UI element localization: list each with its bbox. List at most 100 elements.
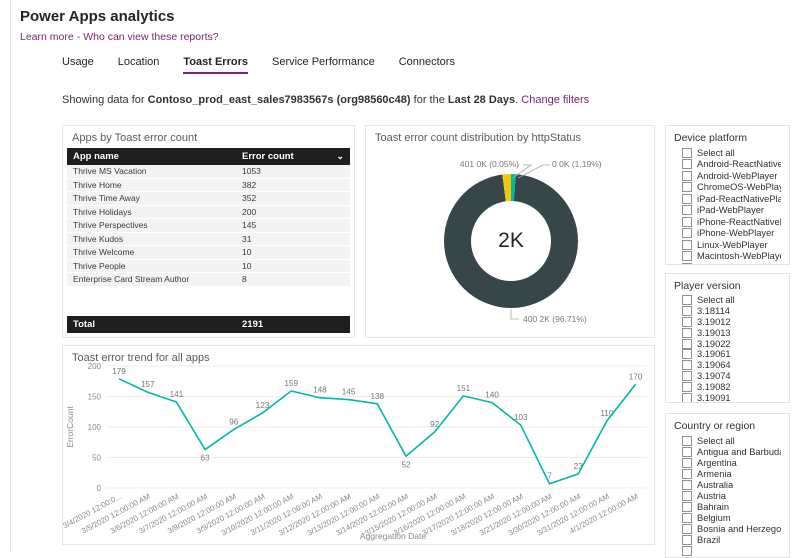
tab-toast-errors[interactable]: Toast Errors — [183, 56, 248, 74]
checkbox-icon[interactable] — [682, 240, 692, 250]
filter-checkbox-item-partial[interactable] — [674, 546, 781, 557]
checkbox-icon[interactable] — [682, 491, 692, 501]
filter-checkbox-item[interactable]: Macintosh-WebPlayer — [674, 251, 781, 263]
tab-usage[interactable]: Usage — [62, 56, 94, 74]
tab-service-performance[interactable]: Service Performance — [272, 56, 375, 74]
filter-checkbox-item[interactable]: Belgium — [674, 513, 781, 524]
checkbox-icon[interactable] — [682, 263, 692, 265]
filter-checkbox-item[interactable]: 3.19013 — [674, 327, 781, 338]
filter-checkbox-item[interactable]: iPad-WebPlayer — [674, 205, 781, 217]
filter-checkbox-item[interactable]: 3.19091 — [674, 392, 781, 403]
column-header-app-name[interactable]: App name — [73, 151, 242, 162]
checkbox-icon[interactable] — [682, 306, 692, 316]
filter-checkbox-item[interactable]: 3.19022 — [674, 338, 781, 349]
error-count-cell: 1053 — [242, 166, 344, 176]
checkbox-icon[interactable] — [682, 382, 692, 392]
filter-checkbox-item[interactable]: Australia — [674, 479, 781, 490]
filter-checkbox-item[interactable]: iPhone-WebPlayer — [674, 228, 781, 240]
column-header-error-count[interactable]: Error count — [242, 151, 332, 162]
filter-checkbox-item[interactable]: iPhone-ReactNativePlayer — [674, 216, 781, 228]
checkbox-icon[interactable] — [682, 217, 692, 227]
filter-checkbox-item[interactable]: Brazil — [674, 535, 781, 546]
checkbox-icon[interactable] — [682, 502, 692, 512]
checkbox-icon[interactable] — [682, 513, 692, 523]
checkbox-icon[interactable] — [682, 360, 692, 370]
checkbox-icon[interactable] — [682, 171, 692, 181]
filter-checkbox-item[interactable]: 3.19061 — [674, 349, 781, 360]
donut-center: 2K — [471, 201, 551, 281]
checkbox-icon[interactable] — [682, 546, 692, 556]
checkbox-icon[interactable] — [682, 524, 692, 534]
checkbox-icon[interactable] — [682, 339, 692, 349]
table-header[interactable]: App name Error count ⌄ — [67, 148, 350, 165]
checkbox-icon[interactable] — [682, 371, 692, 381]
app-name-cell: Thrive Home — [73, 180, 242, 190]
checkbox-icon[interactable] — [682, 251, 692, 261]
filter-checkbox-item[interactable]: Austria — [674, 490, 781, 501]
checkbox-icon[interactable] — [682, 148, 692, 158]
error-count-cell: 8 — [242, 274, 344, 284]
checkbox-icon[interactable] — [682, 182, 692, 192]
learn-more-link[interactable]: Learn more — [20, 31, 74, 43]
total-label: Total — [73, 319, 242, 330]
checkbox-icon[interactable] — [682, 393, 692, 403]
checkbox-icon[interactable] — [682, 349, 692, 359]
checkbox-icon[interactable] — [682, 469, 692, 479]
checkbox-icon[interactable] — [682, 458, 692, 468]
filter-checkbox-item[interactable]: ChromeOS-WebPlayer — [674, 182, 781, 194]
filter-checkbox-item[interactable]: Select all — [674, 435, 781, 446]
filter-checkbox-item[interactable]: 3.19074 — [674, 371, 781, 382]
slice-label-401: 401 0K (0.05%) — [460, 159, 519, 169]
checkbox-icon[interactable] — [682, 480, 692, 490]
checkbox-icon[interactable] — [682, 205, 692, 215]
filter-checkbox-item[interactable]: 3.19064 — [674, 360, 781, 371]
checkbox-icon[interactable] — [682, 436, 692, 446]
checkbox-icon[interactable] — [682, 447, 692, 457]
filter-checkbox-item[interactable]: Linux-WebPlayer — [674, 239, 781, 251]
filter-checkbox-item[interactable]: Antigua and Barbuda — [674, 446, 781, 457]
tab-bar: Usage Location Toast Errors Service Perform… — [62, 56, 455, 74]
who-can-view-link[interactable]: Who can view these reports? — [83, 31, 218, 43]
filter-checkbox-item[interactable]: Armenia — [674, 468, 781, 479]
filter-item-label: Select all — [697, 148, 735, 158]
checkbox-icon[interactable] — [682, 194, 692, 204]
filter-checkbox-item[interactable]: iPad-ReactNativePlayer — [674, 193, 781, 205]
filter-checkbox-item[interactable]: 3.19082 — [674, 381, 781, 392]
table-total-row: Total 2191 — [67, 316, 350, 333]
checkbox-icon[interactable] — [682, 328, 692, 338]
filter-checkbox-item[interactable]: Bosnia and Herzegovina — [674, 524, 781, 535]
checkbox-icon[interactable] — [682, 159, 692, 169]
filter-item-label: iPad-WebPlayer — [697, 205, 764, 215]
filter-checkbox-item[interactable]: Select all — [674, 147, 781, 159]
change-filters-link[interactable]: Change filters — [521, 94, 589, 106]
tab-connectors[interactable]: Connectors — [399, 56, 455, 74]
filter-checkbox-item[interactable]: 3.19012 — [674, 317, 781, 328]
filter-checkbox-item[interactable]: Select all — [674, 295, 781, 306]
filter-checkbox-item[interactable]: Android-ReactNativePlayer — [674, 159, 781, 171]
tab-location[interactable]: Location — [118, 56, 160, 74]
filter-checkbox-item[interactable]: Argentina — [674, 457, 781, 468]
filter-checkbox-item-partial[interactable] — [674, 262, 781, 265]
checkbox-icon[interactable] — [682, 535, 692, 545]
checkbox-icon[interactable] — [682, 317, 692, 327]
filter-checkbox-item[interactable]: Android-WebPlayer — [674, 170, 781, 182]
filter-checkbox-item[interactable]: 3.18114 — [674, 306, 781, 317]
filter-checkbox-item[interactable]: Bahrain — [674, 502, 781, 513]
sort-descending-icon[interactable]: ⌄ — [332, 152, 344, 161]
app-name-cell: Thrive Holidays — [73, 207, 242, 217]
checkbox-icon[interactable] — [682, 228, 692, 238]
checkbox-icon[interactable] — [682, 295, 692, 305]
